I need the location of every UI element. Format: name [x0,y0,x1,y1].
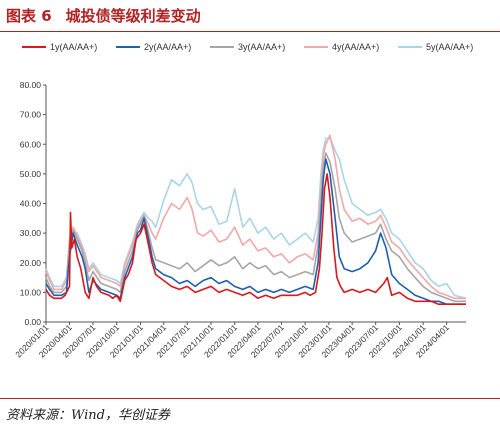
source-note: 资料来源：Wind，华创证券 [6,408,170,423]
y-tick-label: 10.00 [20,287,42,297]
series-line-3 [45,152,466,303]
series-line-5 [45,137,467,300]
legend-label-5: 5y(AA/AA+) [426,42,473,52]
source-rule [0,398,500,399]
y-tick-label: 40.00 [20,199,42,209]
line-chart: 1y(AA/AA+) 2y(AA/AA+) 3y(AA/AA+) 4y(AA/AA+)… [13,42,473,359]
y-tick-label: 20.00 [20,258,42,268]
y-tick-label: 30.00 [20,228,42,238]
y-tick-label: 70.00 [20,110,42,120]
y-tick-label: 0.00 [24,317,41,327]
legend-label-2: 2y(AA/AA+) [144,42,191,52]
series-line-2 [45,158,466,305]
y-tick-label: 50.00 [20,169,42,179]
legend-label-1: 1y(AA/AA+) [50,42,97,52]
figure-label: 图表 6 [6,7,52,25]
legend-label-4: 4y(AA/AA+) [332,42,379,52]
figure-title-text: 城投债等级利差变动 [65,7,201,25]
legend-label-3: 3y(AA/AA+) [238,42,285,52]
y-tick-label: 80.00 [20,80,42,90]
y-tick-label: 60.00 [20,139,42,149]
series-line-4 [45,134,466,300]
title-rule [0,31,500,32]
figure-title: 图表 6 城投债等级利差变动 [6,4,201,28]
series-line-1 [45,173,466,305]
